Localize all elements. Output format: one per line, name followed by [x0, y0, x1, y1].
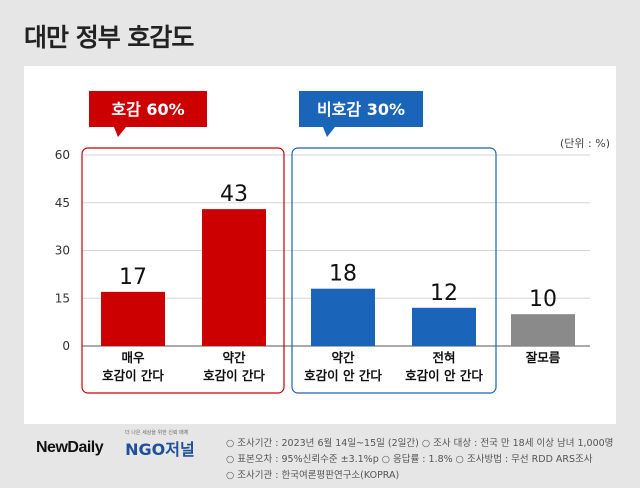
category-label: 전혀 [432, 350, 455, 365]
bar-value-label: 17 [119, 265, 147, 290]
category-label: 호감이 간다 [203, 368, 265, 383]
bar [412, 307, 476, 346]
bar-value-label: 43 [220, 182, 248, 207]
ngo-journal-name: NGO저널 [125, 440, 195, 459]
category-label: 약간 [331, 350, 355, 365]
y-tick-label: 45 [55, 196, 70, 210]
survey-notes: ○ 조사기간 : 2023년 6월 14일~15일 (2일간) ○ 조사 대상 … [226, 436, 613, 484]
ngo-journal-logo: 더 나은 세상을 위한 신뢰 매체 NGO저널 [125, 430, 195, 460]
unfavorable-callout [299, 91, 423, 137]
y-tick-label: 15 [55, 291, 70, 305]
category-label: 호감이 간다 [102, 368, 164, 383]
survey-note-line: ○ 표본오차 : 95%신뢰수준 ±3.1%p ○ 응답률 : 1.8% ○ 조… [226, 454, 593, 465]
category-label: 호감이 안 간다 [304, 368, 382, 383]
footer-logos: NewDaily 더 나은 세상을 위한 신뢰 매체 NGO저널 [36, 430, 195, 460]
bar [202, 209, 266, 346]
page-title: 대만 정부 호감도 [24, 23, 194, 52]
bar-value-label: 12 [430, 281, 458, 306]
category-label: 잘모름 [526, 350, 561, 365]
bar [511, 314, 575, 346]
category-label: 약간 [222, 350, 246, 365]
survey-note-line: ○ 조사기관 : 한국여론평판연구소(KOPRA) [226, 470, 400, 481]
favorable-group-box [81, 147, 285, 394]
bar [311, 288, 375, 346]
favorable-callout [89, 91, 207, 137]
y-tick-label: 0 [62, 339, 70, 353]
callout-label: 비호감 30% [317, 100, 405, 119]
callout-label: 호감 60% [111, 100, 184, 119]
survey-note-line: ○ 조사기간 : 2023년 6월 14일~15일 (2일간) ○ 조사 대상 … [226, 438, 614, 449]
unfavorable-group-box [291, 147, 497, 394]
ngo-journal-tagline: 더 나은 세상을 위한 신뢰 매체 [125, 430, 189, 436]
y-tick-label: 60 [55, 148, 70, 162]
newdaily-logo: NewDaily [36, 439, 104, 456]
category-label: 매우 [121, 350, 145, 365]
bar [101, 291, 165, 346]
y-tick-label: 30 [55, 244, 70, 258]
bar-value-label: 10 [529, 287, 557, 312]
unit-label: (단위 : %) [560, 137, 610, 150]
bar-value-label: 18 [329, 262, 357, 287]
category-label: 호감이 안 간다 [405, 368, 483, 383]
